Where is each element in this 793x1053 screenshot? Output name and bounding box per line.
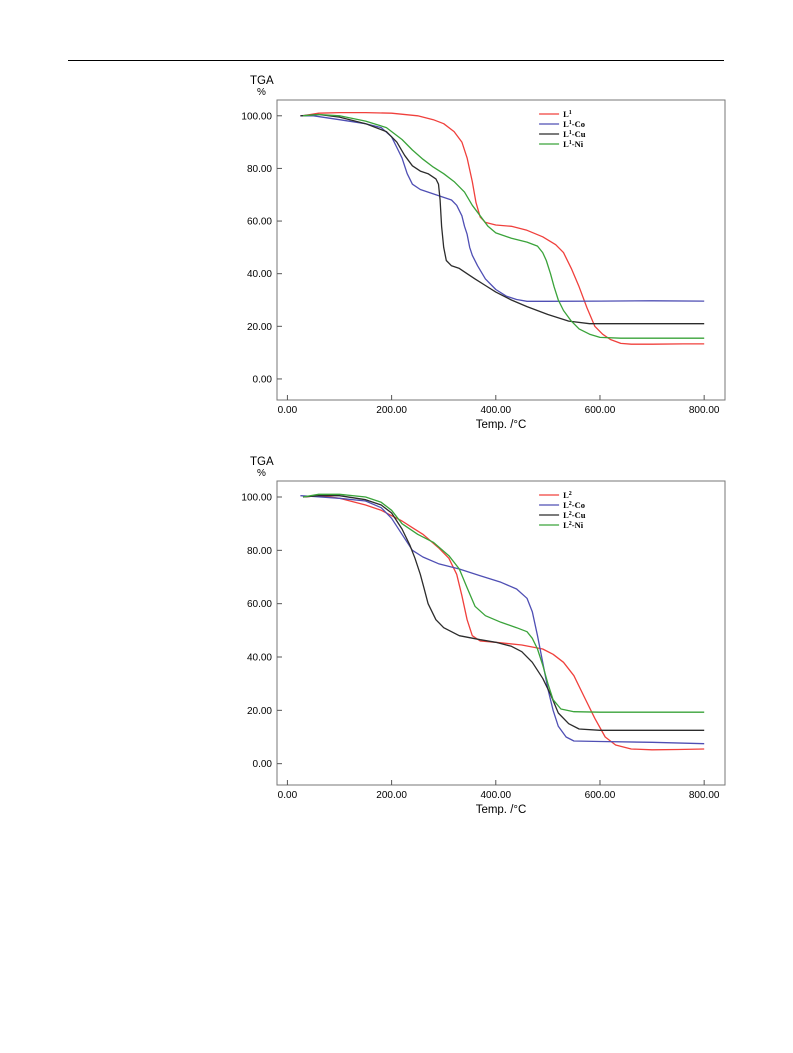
y-tick-label: 80.00 (247, 546, 272, 557)
y-tick-label: 40.00 (247, 653, 272, 664)
y-axis-label: TGA (250, 75, 274, 87)
y-tick-label: 80.00 (247, 164, 272, 175)
plot-frame (276, 99, 726, 401)
series-line-4 (302, 113, 705, 339)
tga-chart-2: TGA% 0.00 20.00 40.00 60.00 80.00 100.00 0.00 20… (221, 455, 729, 815)
x-tick-label: 600.00 (585, 790, 616, 801)
legend-entry-3: L2-Cu (563, 510, 586, 520)
legend-entry-1: L2 (563, 490, 572, 500)
y-axis-unit: % (257, 468, 266, 479)
tga-chart-1: TGA% 0.00 20.00 40.00 60.00 80.00 100.00 0.00 20… (221, 74, 729, 430)
series-line-2 (300, 495, 705, 745)
x-tick-label: 800.00 (689, 790, 720, 801)
x-axis-label: Temp. /°C (476, 419, 527, 430)
legend-entry-3: L1-Cu (563, 129, 586, 139)
tga-chart-2-svg: TGA% 0.00 20.00 40.00 60.00 80.00 100.00 0.00 20… (241, 456, 726, 815)
series-line-2 (300, 115, 705, 302)
legend-entry-4: L2-Ni (563, 520, 584, 530)
tga-chart-1-svg: TGA% 0.00 20.00 40.00 60.00 80.00 100.00 0.00 20… (241, 75, 726, 430)
x-tick-label: 200.00 (376, 790, 407, 801)
legend-entry-1: L1 (563, 109, 572, 119)
series-line-3 (300, 113, 705, 325)
series-line-3 (302, 495, 705, 731)
series-line-4 (302, 493, 705, 713)
y-axis-unit: % (257, 87, 266, 98)
x-tick-label: 400.00 (480, 790, 511, 801)
x-tick-label: 800.00 (689, 405, 720, 416)
x-tick-label: 600.00 (585, 405, 616, 416)
y-tick-label: 60.00 (247, 599, 272, 610)
y-tick-label: 20.00 (247, 706, 272, 717)
y-tick-label: 0.00 (253, 374, 273, 385)
legend-entry-2: L2-Co (563, 500, 585, 510)
legend-entry-2: L1-Co (563, 119, 585, 129)
x-axis-label: Temp. /°C (476, 804, 527, 815)
x-tick-label: 0.00 (278, 790, 298, 801)
x-tick-label: 200.00 (376, 405, 407, 416)
y-axis-label: TGA (250, 456, 274, 468)
y-tick-label: 40.00 (247, 269, 272, 280)
header-rule (68, 60, 724, 61)
y-tick-label: 100.00 (241, 493, 272, 504)
plot-frame (276, 480, 726, 786)
y-tick-label: 60.00 (247, 217, 272, 228)
x-tick-label: 0.00 (278, 405, 298, 416)
y-tick-label: 20.00 (247, 322, 272, 333)
series-line-1 (302, 111, 705, 345)
x-tick-label: 400.00 (480, 405, 511, 416)
y-tick-label: 0.00 (253, 759, 273, 770)
y-tick-label: 100.00 (241, 111, 272, 122)
legend-entry-4: L1-Ni (563, 139, 584, 149)
